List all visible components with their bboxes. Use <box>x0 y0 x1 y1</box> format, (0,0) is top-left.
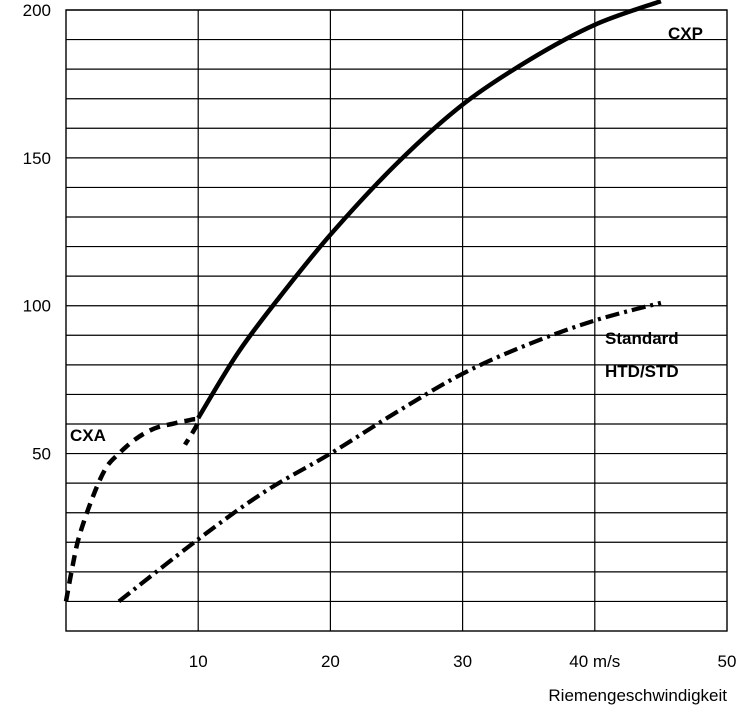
x-tick-label: 10 <box>189 652 208 671</box>
series-label-cxa: CXA <box>70 426 106 445</box>
series-label-htd-std: HTD/STD <box>605 362 679 381</box>
y-tick-label: 50 <box>32 445 51 464</box>
series-label-standard: Standard <box>605 329 679 348</box>
plot-border <box>65 9 728 632</box>
grid <box>66 9 727 631</box>
x-axis-label: Riemengeschwindigkeit <box>548 686 727 705</box>
x-tick-label: 30 <box>453 652 472 671</box>
y-tick-label: 200 <box>23 1 51 20</box>
series-line-1 <box>196 0 662 420</box>
series-label-cxp: CXP <box>668 24 703 43</box>
series-line-0 <box>63 416 201 602</box>
series-lines <box>63 0 662 604</box>
x-tick-label: 40 m/s <box>569 652 620 671</box>
x-tick-label: 20 <box>321 652 340 671</box>
series-line-2 <box>117 300 662 604</box>
x-tick-label: 50 <box>718 652 737 671</box>
plot-frame <box>65 9 728 632</box>
y-tick-label: 100 <box>23 297 51 316</box>
y-tick-label: 150 <box>23 149 51 168</box>
ticks: 10 20 30 40 m/s 50 50 100 150 200 <box>23 1 737 671</box>
